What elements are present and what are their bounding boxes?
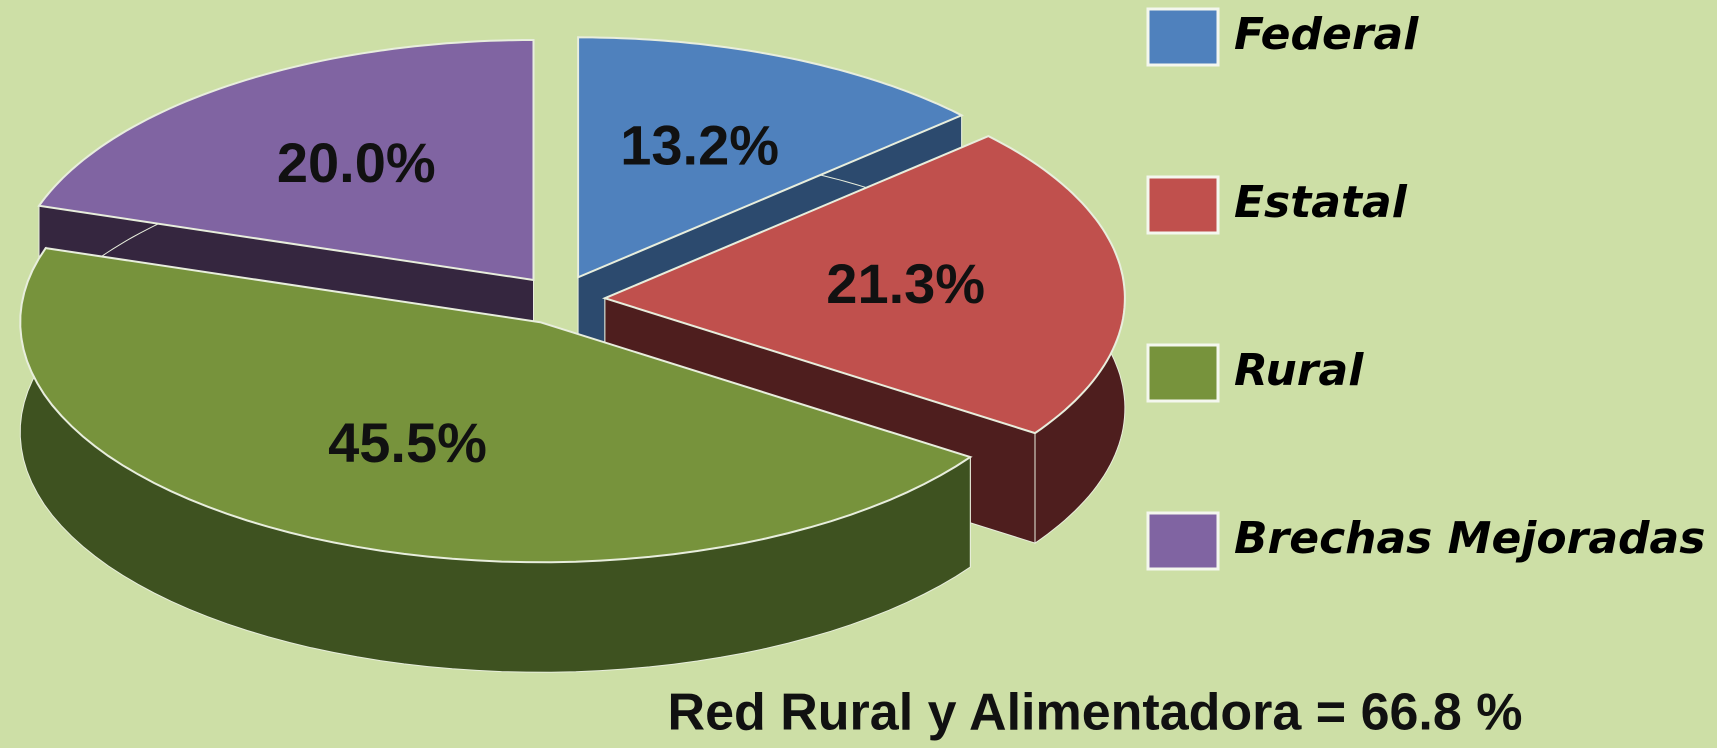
- value-label: 21.3%: [826, 252, 985, 315]
- legend: Federal Estatal Rural Brechas Mejoradas: [1146, 7, 1705, 571]
- legend-swatch: [1146, 343, 1220, 403]
- legend-swatch: [1146, 7, 1220, 67]
- legend-label: Federal: [1234, 9, 1419, 60]
- legend-label: Estatal: [1234, 177, 1408, 228]
- legend-label: Brechas Mejoradas: [1234, 513, 1705, 564]
- slice: [602, 134, 1126, 435]
- slice: [37, 39, 535, 282]
- slice: [19, 247, 973, 564]
- annotation: Red Rural y Alimentadora = 66.8 %: [668, 684, 1523, 742]
- legend-swatch: [1146, 511, 1220, 571]
- slice: [577, 36, 964, 279]
- value-label: 45.5%: [328, 411, 487, 474]
- pie: 13.2% 21.3% 45.5% 20.0%: [19, 36, 1126, 673]
- value-label: 13.2%: [620, 114, 779, 177]
- value-label: 20.0%: [277, 131, 436, 194]
- legend-swatch: [1146, 175, 1220, 235]
- legend-label: Rural: [1234, 345, 1364, 396]
